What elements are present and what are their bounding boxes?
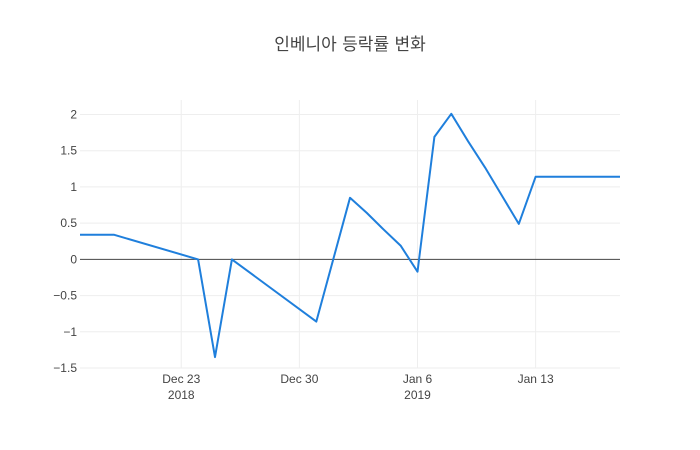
axis-layer: Dec 23 2018 Dec 30 Jan 6 2019 Jan 13 2 1.5 1 0.5 0… — [53, 107, 620, 402]
y-tick-label: 0.5 — [60, 216, 77, 230]
y-tick-label: 2 — [70, 107, 77, 121]
y-tick-label: −1 — [63, 325, 77, 339]
chart-title: 인베니아 등락률 변화 — [274, 35, 426, 55]
y-tick-label: 0 — [70, 252, 77, 266]
y-tick-label: −1.5 — [53, 361, 77, 375]
y-tick-label: 1.5 — [60, 144, 77, 158]
series-layer — [79, 112, 621, 359]
x-tick-year-label: 2019 — [404, 388, 431, 402]
x-tick-label: Dec 30 — [280, 372, 318, 386]
y-tick-label: 1 — [70, 180, 77, 194]
x-tick-label: Dec 23 — [162, 372, 200, 386]
x-tick-label: Jan 13 — [518, 372, 554, 386]
y-tick-label: −0.5 — [53, 289, 77, 303]
grid-layer — [80, 100, 620, 369]
series-line — [80, 112, 620, 359]
x-tick-year-label: 2018 — [168, 388, 195, 402]
x-tick-label: Jan 6 — [403, 372, 433, 386]
